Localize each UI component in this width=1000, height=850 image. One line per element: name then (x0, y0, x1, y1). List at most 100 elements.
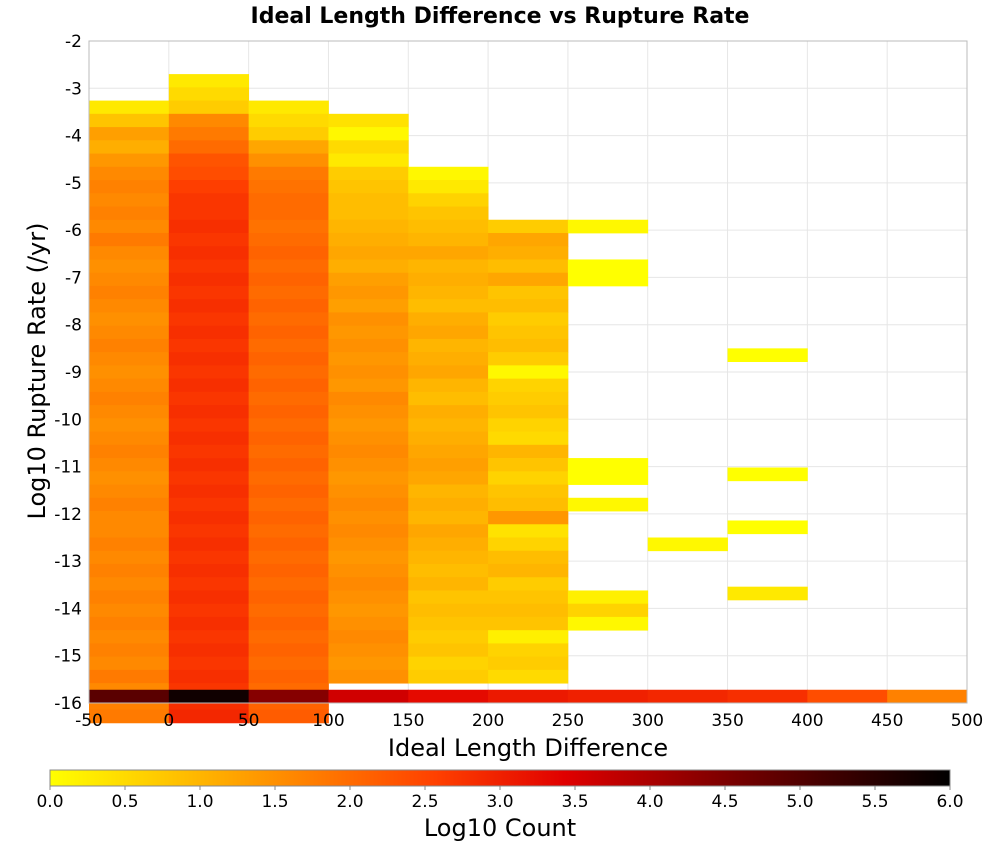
heatmap-cell (89, 219, 170, 234)
x-tick-label: -50 (75, 711, 103, 731)
heatmap-cell (89, 431, 170, 446)
heatmap-cell (408, 285, 489, 300)
heatmap-cell (248, 537, 329, 552)
heatmap-cell (408, 352, 489, 366)
heatmap-cell (488, 590, 569, 605)
heatmap-cell (328, 285, 409, 300)
heatmap-cell (488, 232, 569, 247)
heatmap-cell (328, 127, 409, 141)
heatmap-cell (248, 312, 329, 327)
heatmap-cell (567, 458, 649, 472)
heatmap-cell (488, 338, 569, 353)
heatmap-cell (89, 166, 170, 181)
heatmap-cell (488, 299, 569, 313)
heatmap-cell (408, 497, 489, 512)
colorbar-tick-label: 1.0 (186, 792, 213, 812)
heatmap-cell (89, 338, 170, 353)
heatmap-cell (248, 630, 329, 644)
heatmap-cell (89, 590, 170, 605)
heatmap-cell (248, 709, 329, 724)
heatmap-cell (248, 656, 329, 671)
heatmap-cell (89, 246, 170, 260)
heatmap-cell (328, 180, 409, 194)
heatmap-cell (89, 127, 170, 141)
heatmap-cell (168, 299, 250, 313)
heatmap-cell (89, 140, 170, 154)
heatmap-cell (408, 193, 489, 207)
heatmap-cell (168, 259, 250, 274)
heatmap-cell (168, 497, 250, 512)
heatmap-cell (89, 272, 170, 287)
heatmap-cell (328, 458, 409, 472)
heatmap-cell (488, 550, 569, 565)
heatmap-cell-bottom (727, 689, 808, 703)
y-tick-label: -6 (65, 221, 82, 241)
heatmap-cell (408, 630, 489, 644)
heatmap-cell (168, 127, 250, 141)
heatmap-cell (248, 497, 329, 512)
heatmap-cell (168, 405, 250, 419)
heatmap-cell (408, 524, 489, 538)
heatmap-cell (328, 471, 409, 485)
x-tick-label: 0 (163, 711, 174, 731)
heatmap-cell (168, 113, 250, 128)
y-tick-label: -9 (65, 363, 82, 383)
heatmap-cell (328, 497, 409, 512)
heatmap-cell (408, 232, 489, 247)
heatmap-cell (89, 709, 170, 724)
heatmap-cell (328, 378, 409, 393)
heatmap-cell (248, 193, 329, 207)
heatmap-cell (168, 140, 250, 154)
heatmap-cell (408, 656, 489, 671)
heatmap-cell (168, 550, 250, 565)
heatmap-cell (89, 232, 170, 247)
heatmap-cell-bottom (807, 689, 888, 703)
heatmap-cell (408, 471, 489, 485)
heatmap-cell (408, 180, 489, 194)
x-axis-ticks: -50 0 50 100 150 200 250 300 350 400 450 500 (75, 711, 983, 731)
y-tick-label: -3 (65, 79, 82, 99)
heatmap-cell (408, 458, 489, 472)
heatmap-cell (567, 497, 649, 512)
heatmap-cell (567, 259, 649, 274)
heatmap-cell (567, 590, 649, 605)
heatmap-cell (168, 590, 250, 605)
heatmap-cell (488, 616, 569, 631)
heatmap-cell (168, 471, 250, 485)
heatmap-cell (567, 603, 649, 618)
heatmap-cell (89, 643, 170, 658)
heatmap-cell (89, 616, 170, 631)
heatmap-cell (488, 471, 569, 485)
heatmap-cell (89, 418, 170, 432)
heatmap-cell (89, 484, 170, 499)
y-tick-label: -4 (65, 127, 82, 147)
y-axis-ticks: -16 -15 -14 -13 -12 -11 -10 -9 -8 -7 -6 -5 -4 -3 -2 (54, 32, 82, 714)
heatmap-cell (168, 630, 250, 644)
heatmap-cell (168, 444, 250, 459)
heatmap-cell (408, 603, 489, 618)
heatmap-cell (89, 550, 170, 565)
heatmap-cell (488, 524, 569, 538)
heatmap-cell (488, 537, 569, 552)
heatmap-cell (328, 365, 409, 380)
heatmap-cell (248, 299, 329, 313)
heatmap-cell (89, 299, 170, 313)
colorbar-tick-label: 4.5 (711, 792, 738, 812)
y-tick-label: -10 (54, 410, 82, 430)
heatmap-cell (168, 166, 250, 181)
heatmap-cell (89, 630, 170, 644)
heatmap-cell-bottom (248, 689, 329, 703)
y-axis-title: Log10 Rupture Rate (/yr) (23, 223, 51, 520)
heatmap-cell-bottom (89, 689, 170, 703)
heatmap-cell (328, 325, 409, 340)
heatmap-cell (168, 656, 250, 671)
heatmap-cell (89, 180, 170, 194)
heatmap-cell (248, 405, 329, 419)
heatmap-cell (168, 338, 250, 353)
heatmap-cell (89, 497, 170, 512)
heatmap-cell (248, 458, 329, 472)
colorbar-tick-label: 0.5 (111, 792, 138, 812)
heatmap-cell (408, 365, 489, 380)
heatmap-cells (89, 74, 968, 724)
